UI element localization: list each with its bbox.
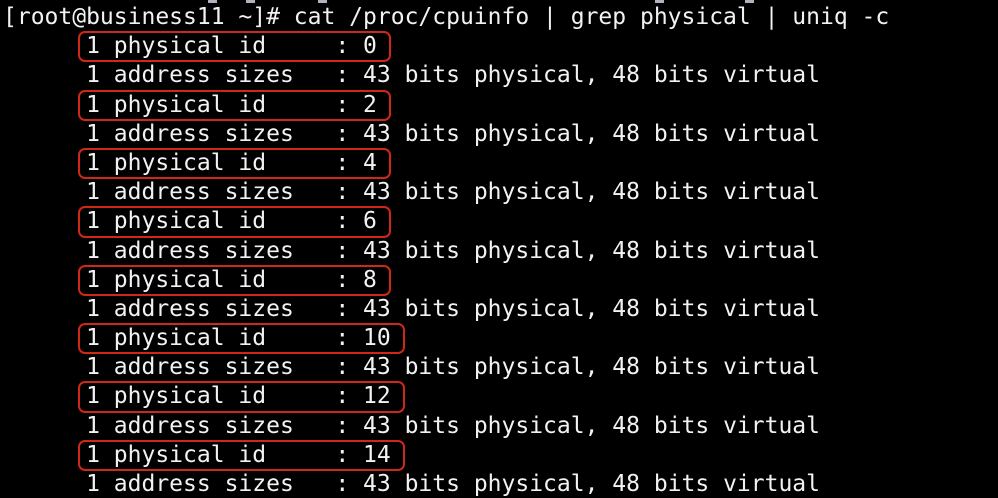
physical-id-line-text: 1 physical id : 10 [78,323,405,355]
output-line: 1 address sizes : 43 bits physical, 48 b… [3,353,998,382]
line-indent [3,383,86,409]
physical-id-line-text: 1 physical id : 8 [78,264,391,297]
physical-id-line-text: 1 physical id : 12 [78,381,405,413]
line-indent [3,267,86,293]
line-indent [3,150,86,176]
address-sizes-line-text: 1 address sizes : 43 bits physical, 48 b… [86,354,820,381]
line-indent [3,325,86,351]
command-line: [root@business11 ~]# cat /proc/cpuinfo |… [3,3,998,32]
line-indent [3,179,86,205]
line-indent [3,121,86,147]
line-indent [3,92,86,118]
output-line: 1 physical id : 0 [3,31,998,63]
address-sizes-line-text: 1 address sizes : 43 bits physical, 48 b… [86,471,820,497]
output-line: 1 physical id : 8 [3,264,998,297]
line-indent [3,296,86,322]
clipped-glyph-fragment [208,0,217,3]
line-indent [3,238,86,264]
output-line: 1 address sizes : 43 bits physical, 48 b… [3,178,998,207]
output-line: 1 physical id : 14 [3,439,998,472]
clipped-glyph-fragment [655,0,664,3]
physical-id-line-text: 1 physical id : 4 [78,147,391,180]
output-line: 1 address sizes : 43 bits physical, 48 b… [3,61,998,90]
output-line: 1 physical id : 4 [3,147,998,180]
address-sizes-line-text: 1 address sizes : 43 bits physical, 48 b… [86,412,820,439]
line-indent [3,33,86,59]
physical-id-line-text: 1 physical id : 6 [78,206,391,238]
output-line: 1 address sizes : 43 bits physical, 48 b… [3,120,998,149]
clipped-glyph-fragment [246,0,255,3]
output-line: 1 physical id : 2 [3,89,998,121]
address-sizes-line-text: 1 address sizes : 43 bits physical, 48 b… [86,237,820,264]
physical-id-line-text: 1 physical id : 0 [78,31,391,63]
physical-id-line-text: 1 physical id : 2 [78,89,391,121]
output-line: 1 address sizes : 43 bits physical, 48 b… [3,237,998,266]
line-indent [3,442,86,468]
clipped-glyph-fragment [745,0,754,3]
line-indent [3,471,86,497]
address-sizes-line-text: 1 address sizes : 43 bits physical, 48 b… [86,179,820,206]
command-output: 1 physical id : 0 1 address sizes : 43 b… [3,31,998,498]
line-indent [3,208,86,234]
address-sizes-line-text: 1 address sizes : 43 bits physical, 48 b… [86,120,820,147]
address-sizes-line-text: 1 address sizes : 43 bits physical, 48 b… [86,295,820,322]
clipped-glyph-fragment [318,0,327,3]
command-text: [root@business11 ~]# cat /proc/cpuinfo |… [3,4,890,30]
physical-id-line-text: 1 physical id : 14 [78,439,405,472]
line-indent [3,413,86,439]
output-line: 1 address sizes : 43 bits physical, 48 b… [3,470,998,498]
address-sizes-line-text: 1 address sizes : 43 bits physical, 48 b… [86,62,820,89]
output-line: 1 physical id : 10 [3,323,998,355]
output-line: 1 address sizes : 43 bits physical, 48 b… [3,295,998,324]
output-line: 1 physical id : 12 [3,381,998,413]
line-indent [3,354,86,380]
line-indent [3,62,86,88]
output-line: 1 address sizes : 43 bits physical, 48 b… [3,412,998,441]
output-line: 1 physical id : 6 [3,206,998,238]
